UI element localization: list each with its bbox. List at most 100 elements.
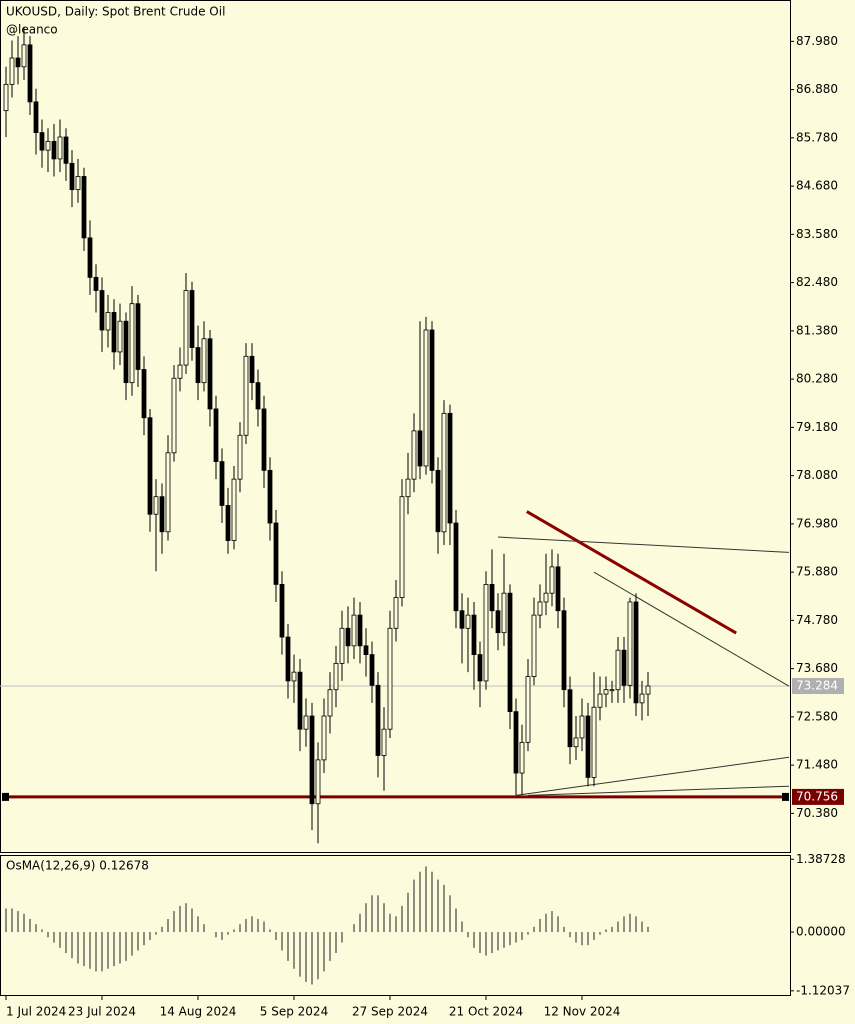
trend-line <box>593 571 790 687</box>
x-tick-label: 14 Aug 2024 <box>160 1005 237 1019</box>
candle-body <box>459 610 465 629</box>
trend-line <box>515 756 790 796</box>
candle-body <box>327 689 333 717</box>
candle-body <box>177 364 183 379</box>
candle-body <box>597 693 603 708</box>
candle-body <box>477 654 483 682</box>
y-tick-label: 78.080 <box>796 468 838 482</box>
candle-body <box>555 566 561 612</box>
y-tick-label: 70.380 <box>796 806 838 820</box>
candle-body <box>381 728 387 756</box>
candle-body <box>471 614 477 656</box>
candle-body <box>615 649 621 691</box>
y-tick-label: 73.680 <box>796 661 838 675</box>
candle-body <box>435 469 441 533</box>
last-price-label: 73.284 <box>796 679 838 693</box>
candle-body <box>3 83 9 112</box>
osma-frame <box>0 855 791 996</box>
y-tick-label: 1.38728 <box>796 852 846 866</box>
x-tick-label: 23 Jul 2024 <box>68 1005 136 1019</box>
y-tick-label: 87.980 <box>796 34 838 48</box>
candle-body <box>585 715 591 778</box>
support-end <box>782 792 789 801</box>
candle-body <box>291 671 297 682</box>
y-tick-label: 80.280 <box>796 372 838 386</box>
candle-body <box>609 689 615 692</box>
candle-body <box>231 478 237 541</box>
candle-body <box>81 176 87 239</box>
candle-body <box>195 347 201 384</box>
candle-body <box>627 601 633 686</box>
candle-body <box>303 715 309 730</box>
y-tick-label: 76.980 <box>796 516 838 530</box>
candle-body <box>171 377 177 454</box>
candle-body <box>309 715 315 805</box>
candle-body <box>147 417 153 515</box>
trend-line <box>526 510 737 635</box>
candle-body <box>393 597 399 629</box>
support-box <box>792 788 844 805</box>
candle-body <box>135 303 141 370</box>
y-tick-label: 71.480 <box>796 758 838 772</box>
y-tick-label: 0.00000 <box>796 925 846 939</box>
candle-body <box>99 290 105 331</box>
candle-body <box>51 140 57 160</box>
candle-body <box>207 338 213 410</box>
candle-body <box>27 44 33 103</box>
candle-body <box>249 355 255 384</box>
candle-body <box>93 276 99 291</box>
candle-body <box>369 654 375 686</box>
candle-body <box>567 689 573 748</box>
x-tick-label: 1 Jul 2024 <box>6 1005 66 1019</box>
candle-body <box>447 412 453 524</box>
candle-body <box>267 469 273 524</box>
trend-line <box>527 785 790 796</box>
candle-body <box>111 312 117 353</box>
candle-body <box>573 737 579 748</box>
y-tick-label: 74.780 <box>796 613 838 627</box>
x-tick-label: 21 Oct 2024 <box>449 1005 523 1019</box>
support-label: 70.756 <box>796 789 838 803</box>
y-tick-label: 82.480 <box>796 275 838 289</box>
candle-body <box>225 505 231 541</box>
candle-body <box>411 430 417 480</box>
candle-body <box>69 162 75 191</box>
candle-body <box>63 136 69 164</box>
candle-body <box>579 715 585 739</box>
candle-body <box>45 140 51 151</box>
candle-body <box>525 676 531 743</box>
candle-body <box>345 627 351 647</box>
candle-body <box>561 610 567 691</box>
candle-body <box>33 101 39 133</box>
candle-body <box>141 369 147 419</box>
y-tick-label: 86.880 <box>796 82 838 96</box>
chart-subtitle: @leanco <box>6 23 58 37</box>
y-tick-label: 84.680 <box>796 179 838 193</box>
y-tick-label: 83.580 <box>796 227 838 241</box>
candle-body <box>21 44 27 68</box>
trend-line <box>497 536 790 553</box>
candle-body <box>603 689 609 695</box>
candle-body <box>423 329 429 467</box>
x-tick-label: 12 Nov 2024 <box>544 1005 621 1019</box>
candle-body <box>519 741 525 774</box>
y-tick-label: 81.380 <box>796 323 838 337</box>
candle-body <box>531 614 537 677</box>
candle-body <box>15 57 21 68</box>
candle-body <box>495 610 501 634</box>
candle-body <box>465 614 471 629</box>
candle-body <box>339 627 345 664</box>
candle-body <box>255 382 261 410</box>
candle-body <box>429 329 435 471</box>
candle-body <box>9 57 15 85</box>
candle-body <box>417 430 423 467</box>
candle-body <box>633 601 639 704</box>
support-end <box>2 792 9 801</box>
candle-body <box>153 496 159 515</box>
y-tick-label: 85.780 <box>796 130 838 144</box>
candle-body <box>513 711 519 774</box>
candle-body <box>441 412 447 533</box>
candle-body <box>219 461 225 506</box>
